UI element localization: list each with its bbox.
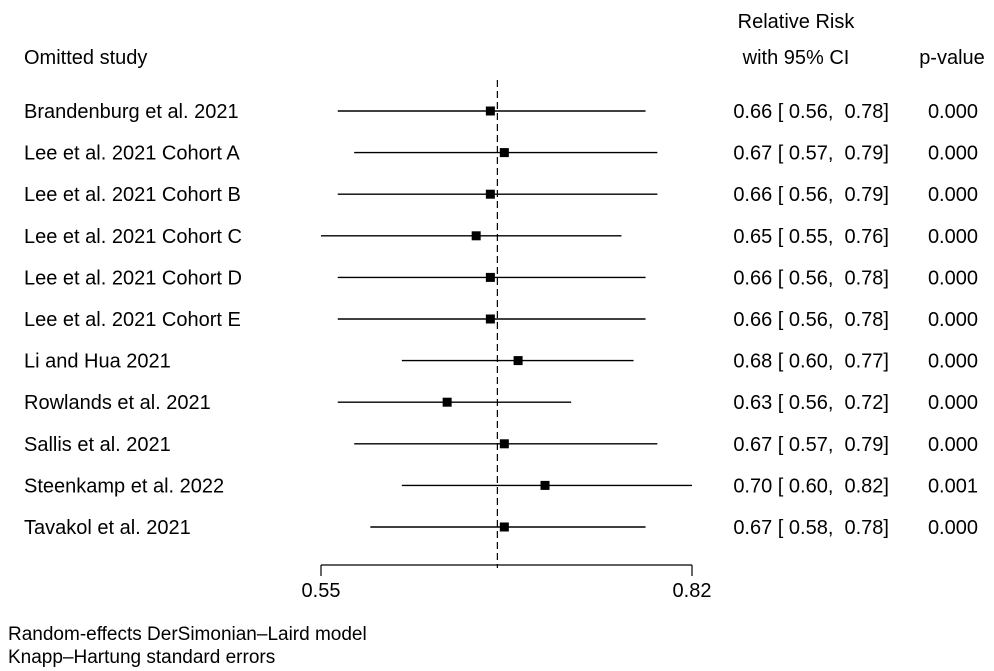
x-tick-label: 0.82 [673,580,712,602]
rr-ci-label: 0.70 [ 0.60, 0.82] [733,475,889,497]
p-value-label: 0.000 [928,184,978,206]
study-name: Lee et al. 2021 Cohort B [24,184,241,206]
p-value-label: 0.000 [928,143,978,165]
study-row: Li and Hua 2021 0.68 [ 0.60, 0.77] 0.000 [24,351,978,373]
point-estimate [442,397,452,407]
rr-ci-label: 0.63 [ 0.56, 0.72] [733,392,889,414]
p-value-label: 0.000 [928,392,978,414]
p-value-label: 0.000 [928,101,978,123]
study-name: Li and Hua 2021 [24,351,171,373]
point-estimate [540,480,550,490]
study-row: Sallis et al. 2021 0.67 [ 0.57, 0.79] 0.00… [24,434,978,456]
rr-ci-label: 0.67 [ 0.58, 0.78] [733,517,889,539]
rr-ci-label: 0.65 [ 0.55, 0.76] [733,226,889,248]
p-value-label: 0.001 [928,475,978,497]
point-estimate [513,356,523,366]
study-row: Lee et al. 2021 Cohort B 0.66 [ 0.56, 0.7… [24,184,978,206]
point-estimate [499,148,509,158]
rr-ci-label: 0.66 [ 0.56, 0.79] [733,184,889,206]
point-estimate [499,522,509,532]
p-value-label: 0.000 [928,517,978,539]
point-estimate [485,106,495,116]
study-name: Lee et al. 2021 Cohort A [24,143,240,165]
header-omitted-study: Omitted study [24,47,147,69]
rr-ci-label: 0.67 [ 0.57, 0.79] [733,434,889,456]
study-name: Lee et al. 2021 Cohort D [24,267,242,289]
rr-ci-label: 0.68 [ 0.60, 0.77] [733,351,889,373]
model-note: Random-effects DerSimonian–Laird model [8,624,367,645]
p-value-label: 0.000 [928,309,978,331]
study-name: Steenkamp et al. 2022 [24,475,224,497]
rr-ci-label: 0.66 [ 0.56, 0.78] [733,309,889,331]
rr-ci-label: 0.66 [ 0.56, 0.78] [733,101,889,123]
study-row: Lee et al. 2021 Cohort D 0.66 [ 0.56, 0.7… [24,267,978,289]
x-tick-label: 0.55 [302,580,341,602]
study-row: Tavakol et al. 2021 0.67 [ 0.58, 0.78] 0.0… [24,517,978,539]
study-row: Brandenburg et al. 2021 0.66 [ 0.56, 0.78… [24,101,978,123]
rr-ci-label: 0.67 [ 0.57, 0.79] [733,143,889,165]
p-value-label: 0.000 [928,351,978,373]
header-relative-risk: Relative Risk [738,11,856,33]
header-p-value: p-value [919,47,985,69]
study-row: Steenkamp et al. 2022 0.70 [ 0.60, 0.82] 0… [24,475,978,497]
study-row: Lee et al. 2021 Cohort C 0.65 [ 0.55, 0.7… [24,226,978,248]
point-estimate [499,439,509,449]
study-rows: Brandenburg et al. 2021 0.66 [ 0.56, 0.78… [24,101,978,539]
study-name: Tavakol et al. 2021 [24,517,191,539]
study-name: Rowlands et al. 2021 [24,392,211,414]
study-row: Lee et al. 2021 Cohort A 0.67 [ 0.57, 0.7… [24,143,978,165]
study-name: Lee et al. 2021 Cohort C [24,226,242,248]
study-name: Sallis et al. 2021 [24,434,171,456]
rr-ci-label: 0.66 [ 0.56, 0.78] [733,267,889,289]
study-row: Rowlands et al. 2021 0.63 [ 0.56, 0.72] 0.… [24,392,978,414]
study-name: Lee et al. 2021 Cohort E [24,309,241,331]
study-name: Brandenburg et al. 2021 [24,101,239,123]
x-axis: 0.55 0.82 [302,564,712,602]
p-value-label: 0.000 [928,267,978,289]
header-with-ci: with 95% CI [742,47,850,69]
p-value-label: 0.000 [928,226,978,248]
point-estimate [471,231,481,241]
point-estimate [485,272,495,282]
point-estimate [485,314,495,324]
study-row: Lee et al. 2021 Cohort E 0.66 [ 0.56, 0.7… [24,309,978,331]
point-estimate [485,189,495,199]
se-note: Knapp–Hartung standard errors [8,647,275,668]
p-value-label: 0.000 [928,434,978,456]
